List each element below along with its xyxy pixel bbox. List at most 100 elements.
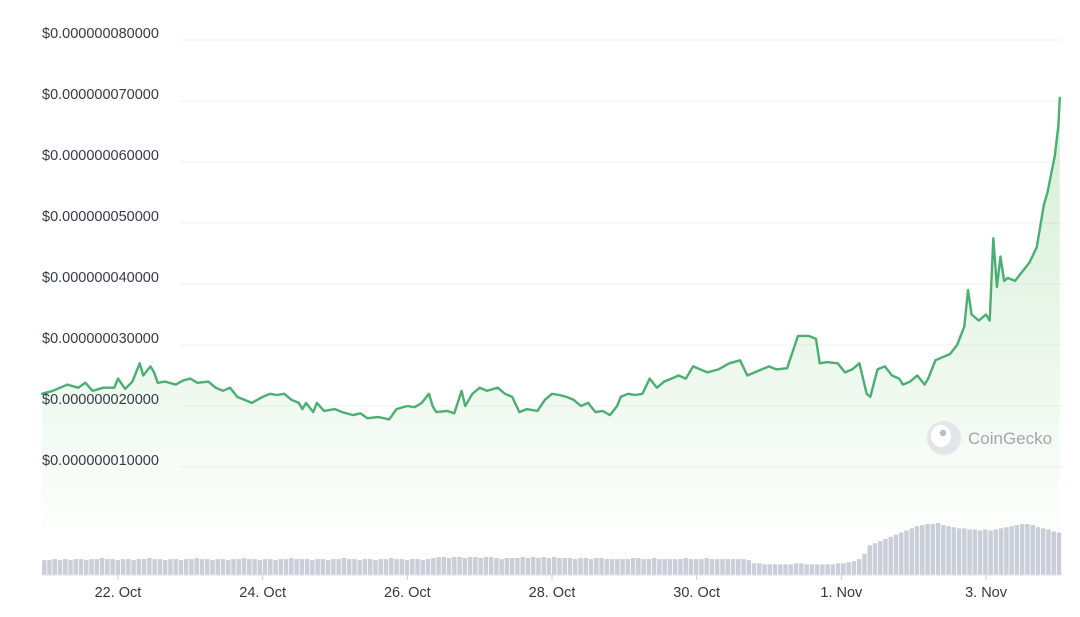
- volume-bar: [1014, 525, 1020, 575]
- volume-bar: [899, 532, 904, 575]
- volume-bar: [604, 559, 610, 575]
- volume-bar: [599, 558, 604, 575]
- volume-bar: [893, 534, 899, 575]
- volume-bar: [662, 559, 667, 575]
- volume-bar: [457, 556, 462, 575]
- volume-bar: [247, 559, 252, 575]
- volume-bar: [1040, 528, 1046, 575]
- volume-bar: [315, 559, 320, 575]
- volume-bar: [215, 559, 220, 575]
- y-axis: $0.000000010000 $0.000000020000 $0.0000000…: [42, 26, 159, 469]
- volume-bar: [914, 526, 920, 575]
- volume-bar: [1004, 527, 1009, 575]
- volume-bar: [136, 559, 142, 575]
- y-tick-label: $0.000000030000: [42, 331, 159, 347]
- volume-bar: [657, 559, 662, 575]
- volume-bar: [152, 559, 157, 575]
- volume-bar: [488, 556, 494, 575]
- volume-bar: [536, 558, 541, 575]
- volume-bar: [962, 528, 967, 575]
- price-area-fill: [42, 97, 1060, 530]
- volume-bar: [120, 559, 126, 575]
- volume-bar: [52, 559, 57, 575]
- volume-bar: [793, 563, 799, 575]
- volume-bar: [336, 559, 341, 575]
- volume-bar: [404, 560, 410, 575]
- volume-bar: [804, 564, 809, 575]
- volume-bar: [210, 560, 215, 575]
- volume-bar: [814, 564, 820, 575]
- volume-bar: [946, 526, 951, 575]
- volume-bar: [473, 556, 478, 575]
- volume-bar: [620, 559, 625, 575]
- volume-bar: [189, 559, 194, 575]
- volume-bar: [504, 558, 510, 575]
- volume-bar: [998, 528, 1004, 575]
- volume-bar: [84, 560, 89, 575]
- watermark-text: CoinGecko: [968, 429, 1052, 448]
- volume-bar: [178, 560, 184, 575]
- volume-bar: [720, 559, 725, 575]
- volume-bar: [1051, 531, 1056, 575]
- volume-bar: [983, 529, 988, 575]
- volume-bar: [646, 559, 652, 575]
- volume-bar: [1009, 526, 1014, 575]
- volume-bar: [304, 559, 310, 575]
- volume-bar: [499, 559, 504, 575]
- volume-bar: [367, 559, 373, 575]
- volume-bar: [688, 559, 694, 575]
- volume-bar: [941, 525, 946, 575]
- volume-bar: [1030, 525, 1035, 575]
- volume-bar: [636, 558, 641, 575]
- volume-bar: [389, 558, 394, 575]
- volume-bar: [546, 558, 552, 575]
- volume-bar: [967, 529, 972, 575]
- volume-bar: [904, 530, 909, 575]
- volume-bar: [825, 564, 830, 575]
- volume-bars: [42, 523, 1062, 575]
- volume-bar: [578, 558, 583, 575]
- volume-bar: [525, 558, 531, 575]
- volume-bar: [651, 558, 657, 575]
- x-tick-label: 3. Nov: [965, 585, 1008, 601]
- volume-bar: [988, 530, 993, 575]
- volume-bar: [609, 559, 615, 575]
- volume-bar: [594, 558, 599, 575]
- y-tick-label: $0.000000010000: [42, 453, 159, 469]
- volume-bar: [956, 528, 962, 575]
- volume-bar: [925, 524, 930, 575]
- volume-bar: [341, 558, 347, 575]
- volume-bar: [877, 541, 883, 575]
- y-tick-label: $0.000000070000: [42, 87, 159, 103]
- volume-bar: [220, 559, 226, 575]
- volume-bar: [830, 564, 836, 575]
- volume-bar: [541, 556, 546, 575]
- volume-bar: [425, 559, 431, 575]
- volume-bar: [268, 559, 273, 575]
- volume-bar: [278, 559, 284, 575]
- volume-bar: [567, 558, 573, 575]
- volume-bar: [977, 530, 983, 575]
- volume-bar: [751, 563, 757, 575]
- volume-bar: [552, 556, 557, 575]
- volume-bar: [147, 558, 152, 575]
- volume-bar: [709, 559, 715, 575]
- volume-bar: [515, 558, 520, 575]
- volume-bar: [299, 559, 305, 575]
- gecko-logo-icon-face: [931, 425, 951, 447]
- y-tick-label: $0.000000020000: [42, 392, 159, 408]
- volume-bar: [420, 560, 426, 575]
- volume-bar: [415, 559, 420, 575]
- volume-bar: [920, 525, 925, 575]
- volume-bar: [126, 559, 131, 575]
- volume-bar: [494, 558, 499, 575]
- volume-bar: [294, 559, 299, 575]
- volume-bar: [199, 559, 205, 575]
- volume-bar: [678, 559, 683, 575]
- volume-bar: [841, 563, 846, 575]
- volume-bar: [757, 563, 762, 575]
- coingecko-watermark: CoinGecko: [927, 421, 1052, 455]
- x-tick-label: 28. Oct: [529, 585, 576, 601]
- volume-bar: [226, 560, 231, 575]
